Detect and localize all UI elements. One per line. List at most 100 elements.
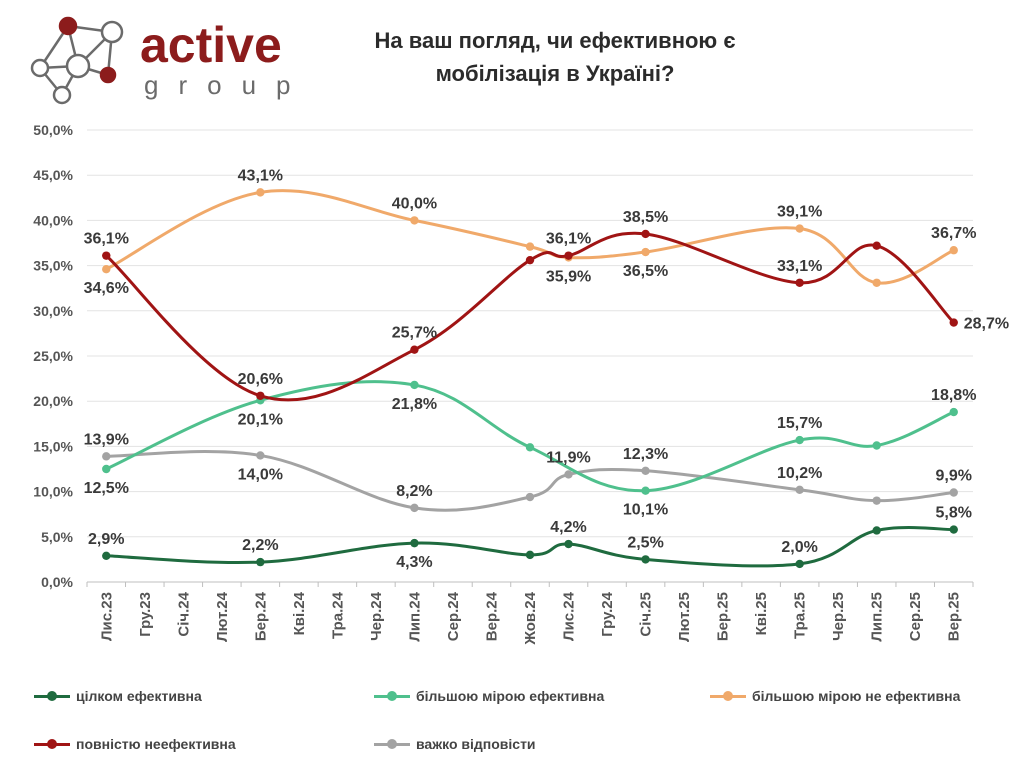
x-axis-ticks: Лис.23 Гру.23 Січ.24 Лют.24 Бер.24 Кві.24 Тра.… [86,582,974,646]
data-point-1 [102,464,111,474]
data-point-2 [795,224,804,233]
data-point-0 [872,526,881,535]
data-point-0 [641,555,650,564]
data-point-4 [525,492,535,502]
data-point-2 [410,216,419,225]
y-tick-label: 25,0% [33,348,73,364]
series-line-2 [104,189,956,285]
data-label: 2,0% [781,539,817,556]
legend-label-1: більшою мірою ефективна [416,688,605,704]
data-label: 21,8% [392,396,437,413]
logo-subword: group [144,70,311,100]
data-point-4 [564,470,573,479]
data-label: 4,3% [396,554,432,571]
x-tick-label: Чер.24 [368,591,385,641]
y-tick-label: 40,0% [33,212,73,228]
data-label: 12,3% [623,446,668,463]
data-point-0 [410,538,419,548]
y-tick-label: 10,0% [33,484,73,500]
y-tick-label: 15,0% [33,438,73,454]
data-label: 18,8% [931,387,976,404]
legend-swatch-0 [34,690,70,702]
network-logo-icon [30,16,124,105]
legend-label-3: повністю неефективна [76,736,236,752]
y-tick-label: 35,0% [33,258,73,274]
data-label: 38,5% [623,209,668,226]
data-point-3 [564,251,573,260]
data-point-0 [525,550,535,560]
data-label: 4,2% [550,519,586,536]
data-label: 36,5% [623,263,668,280]
x-tick-label: Гру.24 [599,591,616,636]
x-tick-label: Бер.25 [715,592,732,641]
x-tick-label: Кві.25 [753,592,770,635]
x-tick-label: Вер.24 [483,591,500,641]
data-label: 14,0% [238,466,283,483]
x-tick-label: Вер.25 [946,592,963,641]
data-point-4 [949,488,958,497]
data-point-4 [872,496,881,505]
data-label: 10,1% [623,502,668,519]
data-point-3 [949,318,958,327]
x-tick-label: Лип.25 [869,592,886,642]
data-point-4 [795,485,804,494]
chart-title-line2: мобілізація в Україні? [435,61,675,86]
data-labels: 2,9% 2,2% 4,3% 4,2% 2,5% 2,0% 5,8% 12,5% 20,1% 21… [84,167,1010,571]
x-tick-label: Бер.24 [252,591,269,641]
x-tick-label: Тра.24 [329,591,346,639]
legend-swatch-3 [34,738,70,750]
chart-series [102,188,958,569]
y-axis-ticks: 0,0% 5,0% 10,0% 15,0% 20,0% 25,0% 30,0% 35,0% 40… [33,122,73,590]
data-point-0 [949,525,958,534]
legend-item-1: більшою мірою ефективна [374,688,604,704]
x-tick-label: Сер.25 [907,592,924,641]
data-point-3 [102,251,111,260]
legend-item-4: важко відповісти [374,736,536,752]
x-tick-label: Січ.24 [175,591,192,636]
x-tick-label: Тра.25 [792,592,809,639]
data-point-0 [256,557,265,567]
chart-grid [87,129,973,583]
y-tick-label: 0,0% [41,574,73,590]
data-label: 9,9% [936,468,972,485]
y-tick-label: 20,0% [33,393,73,409]
y-tick-label: 30,0% [33,303,73,319]
series-line-4 [104,450,956,512]
line-chart: 0,0% 5,0% 10,0% 15,0% 20,0% 25,0% 30,0% 35,0% 40… [33,122,1010,646]
x-tick-label: Лис.23 [98,592,115,641]
data-point-3 [410,345,419,354]
data-label: 5,8% [936,505,972,522]
data-point-4 [410,503,419,513]
series-line-1 [104,380,956,493]
legend-item-2: більшою мірою не ефективна [710,688,960,704]
data-point-3 [256,391,265,400]
legend-item-0: цілком ефективна [34,688,202,704]
legend-swatch-4 [374,738,410,750]
data-label: 33,1% [777,258,822,275]
data-point-0 [102,551,111,560]
data-point-3 [641,229,650,239]
data-label: 36,1% [546,231,591,248]
x-tick-label: Лис.24 [561,591,578,641]
data-point-1 [410,380,419,390]
data-point-4 [256,451,265,460]
series-line-0 [104,526,956,568]
data-label: 40,0% [392,195,437,212]
data-point-2 [872,278,881,287]
legend-label-4: важко відповісти [416,736,536,752]
data-point-1 [641,486,650,495]
data-point-4 [641,466,650,476]
data-label: 20,1% [238,411,283,428]
x-tick-label: Лют.24 [214,591,231,641]
data-label: 43,1% [238,167,283,184]
data-label: 12,5% [84,480,129,497]
data-point-1 [949,407,958,417]
data-point-2 [525,242,535,251]
data-label: 36,7% [931,225,976,242]
chart-title-line1: На ваш погляд, чи ефективною є [374,28,736,53]
legend-item-3: повністю неефективна [34,736,236,752]
data-label: 39,1% [777,204,822,221]
chart-legend: цілком ефективна більшою мірою ефективна… [30,684,1010,764]
data-point-2 [641,247,650,257]
data-label: 36,1% [84,231,129,248]
